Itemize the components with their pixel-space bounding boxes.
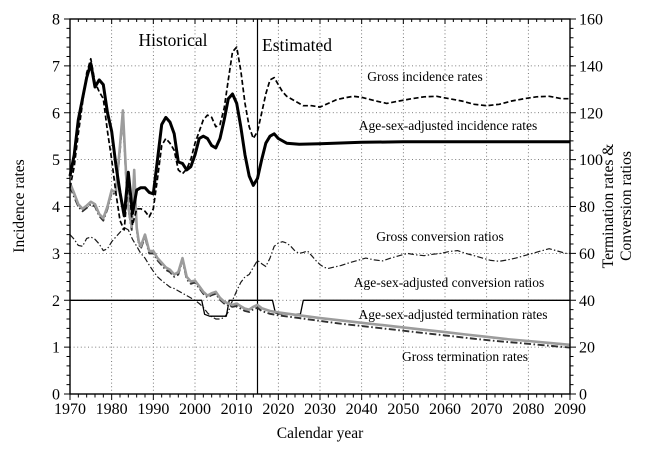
- series-label-adj-incidence: Age-sex-adjusted incidence rates: [359, 118, 537, 133]
- y-right-tick-label: 100: [579, 152, 603, 169]
- series-label-adj-conversion: Age-sex-adjusted conversion ratios: [354, 275, 544, 290]
- y-left-tick-label: 5: [52, 152, 60, 169]
- y-right-tick-label: 0: [579, 387, 587, 404]
- region-label-historical: Historical: [138, 30, 207, 50]
- x-tick-label: 2020: [262, 401, 294, 418]
- series-label-adj-termination: Age-sex-adjusted termination rates: [359, 307, 548, 322]
- y-right-tick-label: 40: [579, 293, 595, 310]
- series-label-gross-termination: Gross termination rates: [402, 349, 528, 364]
- y-right-tick-label: 80: [579, 199, 595, 216]
- series-line-0: [69, 227, 570, 320]
- x-tick-label: 2040: [346, 401, 378, 418]
- x-tick-label: 2070: [471, 401, 503, 418]
- x-tick-label: 2080: [512, 401, 544, 418]
- x-tick-label: 1980: [96, 401, 128, 418]
- x-tick-label: 1970: [54, 401, 86, 418]
- y-axis-left-title: Incidence rates: [11, 159, 28, 252]
- y-left-tick-label: 1: [52, 340, 60, 357]
- x-tick-label: 2060: [429, 401, 461, 418]
- y-right-tick-label: 120: [579, 105, 603, 122]
- y-left-tick-label: 3: [52, 246, 60, 263]
- y-right-tick-label: 20: [579, 340, 595, 357]
- x-tick-label: 2090: [554, 401, 586, 418]
- series-label-gross-conversion: Gross conversion ratios: [376, 229, 503, 244]
- y-right-tick-label: 140: [579, 58, 603, 75]
- x-axis-title: Calendar year: [277, 425, 364, 442]
- x-tick-label: 1990: [137, 401, 169, 418]
- x-tick-label: 2050: [387, 401, 419, 418]
- x-tick-label: 2000: [179, 401, 211, 418]
- series-line-4: [69, 46, 570, 231]
- plot-border: [69, 18, 571, 395]
- series-line-5: [68, 62, 570, 218]
- y-axis-right-title-line1: Termination rates &: [600, 144, 617, 269]
- chart-generated-layer: 1970 1980 1990 2000 2010 2020 2030 2040 2050 2060…: [52, 12, 603, 419]
- series-line-1: [70, 299, 570, 317]
- y-right-tick-label: 60: [579, 246, 595, 263]
- y-left-tick-label: 6: [52, 105, 60, 122]
- y-right-tick-label: 160: [579, 12, 603, 29]
- y-left-tick-label: 0: [52, 387, 60, 404]
- x-tick-label: 2010: [221, 401, 253, 418]
- y-left-tick-label: 7: [52, 58, 60, 75]
- series-label-gross-incidence: Gross incidence rates: [367, 69, 482, 84]
- y-left-tick-label: 8: [52, 12, 60, 29]
- y-left-tick-label: 2: [52, 293, 60, 310]
- region-label-estimated: Estimated: [262, 35, 332, 55]
- y-axis-right-title-line2: Conversion ratios: [618, 151, 635, 261]
- x-tick-label: 2030: [304, 401, 336, 418]
- y-left-tick-label: 4: [52, 199, 60, 216]
